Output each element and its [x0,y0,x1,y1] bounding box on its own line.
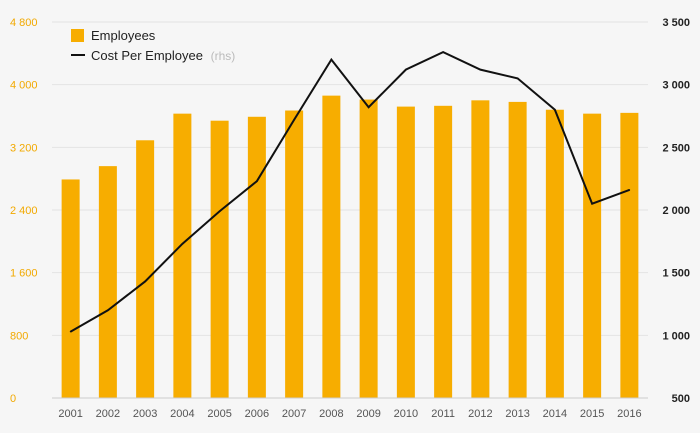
x-tick-label: 2013 [505,408,529,420]
point-cost-per-employee-2001 [69,330,72,333]
right-tick-label: 1 500 [662,268,690,280]
bar-employees-2004 [173,113,192,399]
x-tick-label: 2012 [468,408,492,420]
x-tick-label: 2007 [282,408,306,420]
left-tick-label: 800 [10,330,28,342]
bar-employees-2012 [471,100,490,398]
point-cost-per-employee-2010 [405,68,407,71]
legend-label-cost-per-employee: Cost Per Employee (rhs) [91,48,235,63]
point-cost-per-employee-2012 [479,68,482,71]
bar-employees-2013 [508,101,527,399]
legend-swatch-employees [71,29,84,42]
bar-employees-2001 [61,179,80,398]
line-cost-per-employee [70,50,630,333]
bar-employees-2015 [583,113,602,399]
left-tick-label: 4 000 [10,80,38,92]
right-axis: 500 1 000 1 500 2 000 2 500 3 000 3 500 [662,17,690,405]
x-tick-label: 2003 [133,408,157,420]
point-cost-per-employee-2002 [107,309,109,312]
right-tick-label: 3 500 [662,17,690,29]
x-tick-label: 2015 [580,408,604,420]
x-tick-label: 2002 [96,408,120,420]
bar-employees-2010 [396,106,415,398]
right-tick-label: 2 500 [662,142,690,154]
x-tick-label: 2009 [356,408,380,420]
point-cost-per-employee-2009 [367,106,370,109]
bar-employees-2005 [210,120,229,398]
point-cost-per-employee-2015 [591,202,593,205]
point-cost-per-employee-2003 [144,280,146,283]
bar-employees-2006 [247,116,266,399]
bar-employees-2014 [545,109,564,398]
bar-employees-2008 [322,95,341,398]
right-tick-label: 3 000 [662,80,690,92]
right-tick-label: 2 000 [662,205,690,217]
right-tick-label: 1 000 [662,330,690,342]
bar-employees-2003 [136,140,155,399]
x-tick-label: 2014 [543,408,567,420]
employees-bars [61,95,639,399]
point-cost-per-employee-2013 [516,77,519,80]
point-cost-per-employee-2016 [628,189,631,191]
left-tick-label: 2 400 [10,205,38,217]
point-cost-per-employee-2008 [330,58,333,61]
bar-employees-2009 [359,99,378,399]
x-tick-label: 2001 [58,408,82,420]
bar-employees-2016 [620,112,639,398]
x-axis: 2001 2002 2003 2004 2005 2006 2007 2008 2009 2010… [58,408,641,420]
cost-per-employee-line-layer [69,50,631,333]
left-tick-label: 1 600 [10,268,38,280]
legend-label-employees: Employees [91,28,156,43]
point-cost-per-employee-2007 [293,118,295,121]
right-tick-label: 500 [672,393,690,405]
point-cost-per-employee-2004 [181,243,184,245]
x-tick-label: 2010 [394,408,418,420]
x-tick-label: 2005 [207,408,231,420]
x-tick-label: 2011 [431,408,455,420]
point-cost-per-employee-2014 [554,108,556,111]
bar-employees-2007 [285,110,304,399]
left-tick-label: 4 800 [10,17,38,29]
legend: Employees Cost Per Employee (rhs) [71,28,235,63]
legend-label-cost-per-employee-name: Cost Per Employee [91,48,203,63]
bar-employees-2011 [434,105,453,399]
bar-employees-2002 [98,166,117,398]
point-cost-per-employee-2006 [256,180,258,182]
left-tick-label: 3 200 [10,142,38,154]
left-tick-label: 0 [10,393,16,405]
x-tick-label: 2006 [245,408,269,420]
x-tick-label: 2016 [617,408,641,420]
point-cost-per-employee-2011 [442,51,444,53]
x-tick-label: 2004 [170,408,194,420]
legend-label-rhs-note: (rhs) [211,49,236,63]
point-cost-per-employee-2005 [218,210,221,213]
left-axis: 0 800 1 600 2 400 3 200 4 000 4 800 [10,17,38,405]
x-tick-label: 2008 [319,408,343,420]
